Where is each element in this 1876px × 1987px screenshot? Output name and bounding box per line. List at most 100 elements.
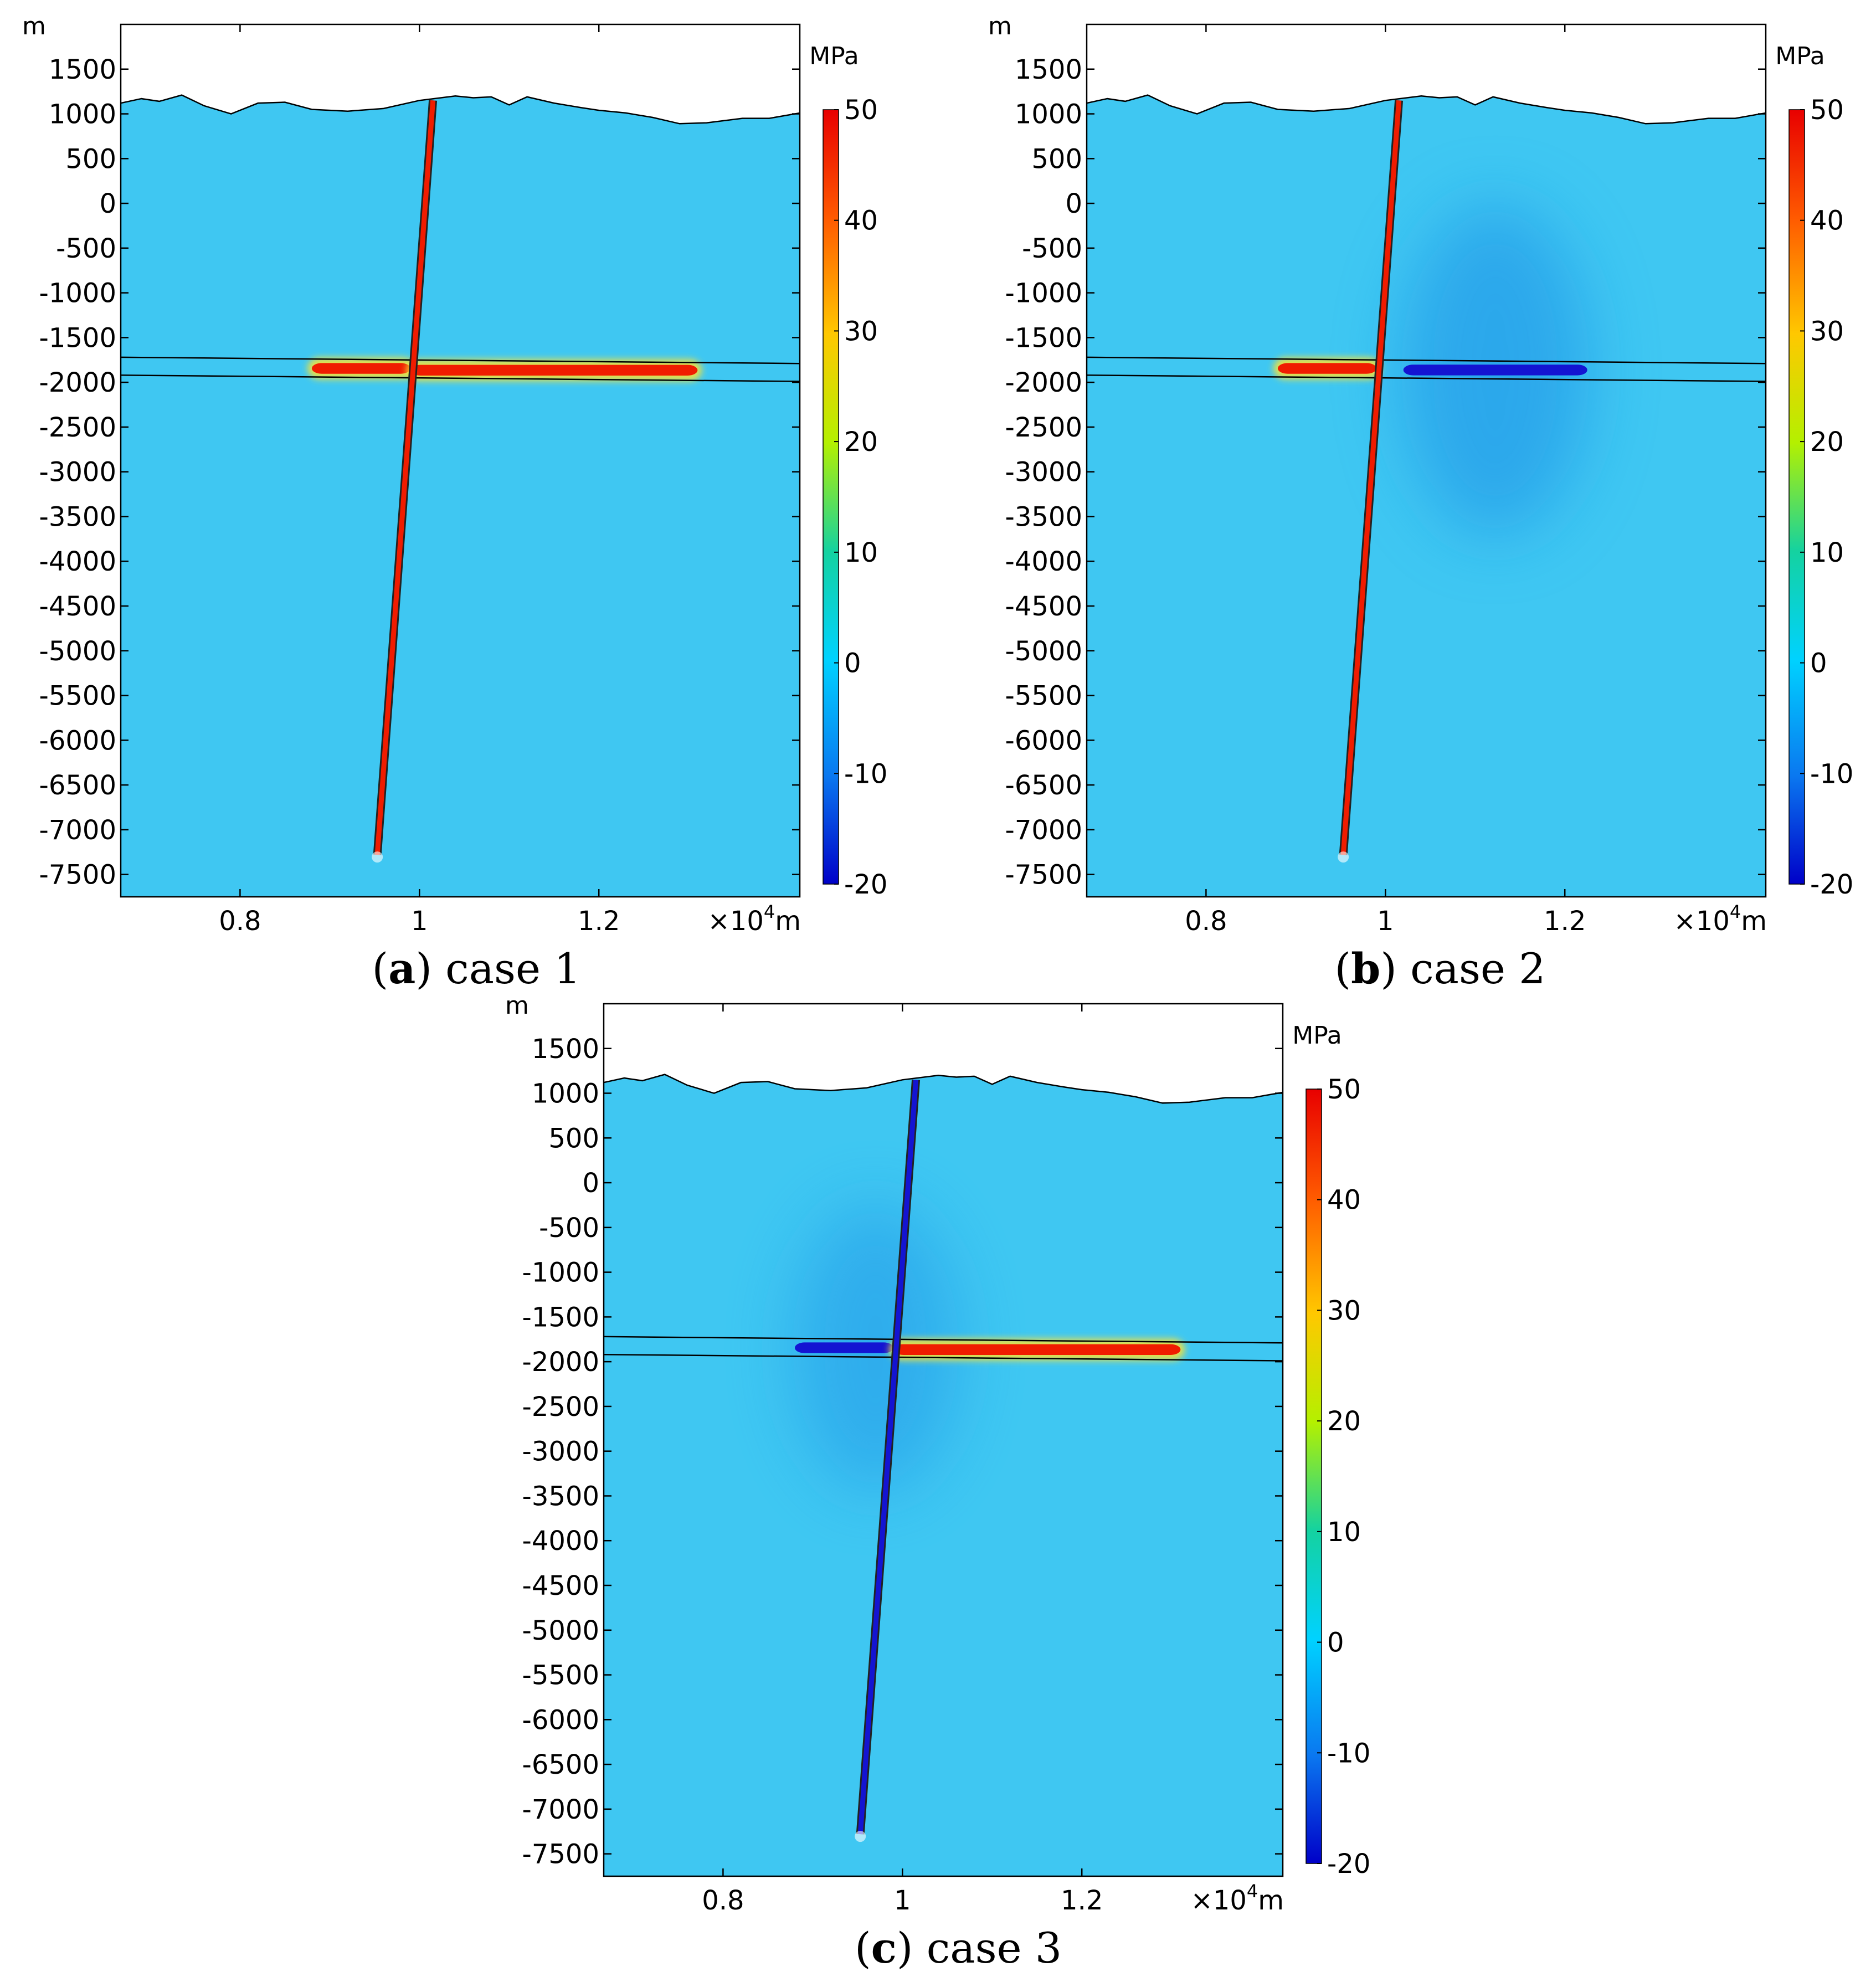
y-tick-label: 1500	[532, 1034, 599, 1065]
y-axis: 1500 1000 500 0 -500 -1000 -1500 -2000 -2500 -300…	[1005, 54, 1766, 891]
x-tick-label: 1	[894, 1885, 911, 1916]
reservoir-top-boundary	[121, 356, 800, 364]
x-axis-multiplier: ×104m	[708, 901, 801, 937]
colorbar-tick-label: -10	[844, 758, 887, 789]
y-tick-label: -6500	[1005, 770, 1082, 801]
y-tick-label: -3500	[39, 501, 116, 532]
rock-domain	[121, 95, 800, 897]
x-axis: 0.8 1 1.2	[219, 24, 620, 937]
colorbar-tick-label: 40	[844, 206, 878, 237]
y-tick-label: -2500	[1005, 412, 1082, 443]
reservoir-right-zone	[1403, 364, 1587, 376]
colorbar-tick-label: 0	[1327, 1627, 1344, 1659]
x-axis: 0.8 1 1.2	[1185, 24, 1586, 937]
fault-zone	[857, 1079, 919, 1835]
y-tick-label: -500	[539, 1213, 599, 1244]
panel-caption: (c) case 3	[855, 1923, 1062, 1973]
y-tick-label: -3500	[522, 1481, 599, 1512]
x-tick-label: 0.8	[702, 1885, 744, 1916]
stress-field	[604, 1074, 1283, 1876]
y-tick-label: -3000	[522, 1436, 599, 1467]
y-tick-label: -6500	[39, 770, 116, 801]
fault-tip	[1338, 851, 1349, 863]
colorbar-tick-label: 50	[1327, 1074, 1361, 1105]
colorbar-tick-label: 0	[844, 648, 861, 679]
y-tick-label: -3000	[1005, 457, 1082, 488]
colorbar-unit: MPa	[1775, 42, 1824, 70]
colorbar-gradient	[1306, 1089, 1322, 1864]
fault-zone	[374, 100, 436, 855]
y-tick-label: -7000	[1005, 815, 1082, 846]
colorbar-gradient	[1788, 109, 1805, 885]
panel-case-3: 150010005000-500-1000-1500-2000-2500-300…	[505, 992, 1370, 1973]
y-tick-label: 500	[65, 143, 116, 174]
y-tick-label: -2000	[522, 1347, 599, 1378]
y-tick-label: -2500	[39, 412, 116, 443]
ground-surface	[121, 94, 800, 125]
y-tick-label: -5500	[522, 1660, 599, 1691]
colorbar-tick-label: -20	[844, 869, 887, 900]
x-tick-label: 1.2	[578, 906, 620, 937]
y-tick-label: -1500	[39, 322, 116, 353]
y-tick-label: -1000	[1005, 278, 1082, 309]
panel-caption: (a) case 1	[372, 944, 580, 993]
y-tick-label: -5500	[1005, 681, 1082, 712]
reservoir-left-zone	[1277, 363, 1377, 374]
stress-field	[121, 94, 800, 897]
colorbar-unit: MPa	[1292, 1021, 1342, 1050]
y-tick-label: -5000	[39, 636, 116, 667]
y-axis-unit: m	[988, 12, 1012, 40]
y-tick-label: 1500	[49, 54, 116, 85]
colorbar-tick-label: 30	[1810, 316, 1844, 347]
colorbar-tick-label: 50	[1810, 95, 1844, 126]
y-tick-label: -5500	[39, 681, 116, 712]
y-tick-label: -7000	[39, 815, 116, 846]
colorbar-tick-label: 30	[1327, 1295, 1361, 1326]
panel-case-1: 150010005000-500-1000-1500-2000-2500-300…	[22, 12, 887, 993]
y-tick-label: -4000	[522, 1526, 599, 1557]
reservoir-top-boundary	[604, 1336, 1283, 1344]
reservoir-right-zone	[893, 1344, 1181, 1355]
reservoir-left-zone	[311, 363, 411, 374]
y-tick-label: 1000	[49, 99, 116, 130]
reservoir-left-zone	[794, 1342, 894, 1353]
y-axis-unit: m	[22, 12, 46, 40]
ground-surface	[1087, 94, 1766, 125]
colorbar-tick-label: 0	[1810, 648, 1827, 679]
y-tick-label: -1000	[522, 1257, 599, 1288]
y-tick-label: 1000	[1015, 99, 1082, 130]
y-tick-label: -2000	[1005, 367, 1082, 398]
colorbar-tick-label: 10	[1810, 537, 1844, 568]
colorbar-tick-label: 30	[844, 316, 878, 347]
y-tick-label: -500	[56, 233, 116, 264]
y-tick-label: -7500	[522, 1839, 599, 1870]
x-tick-label: 1	[1377, 906, 1394, 937]
colorbar-tick-label: -10	[1327, 1738, 1370, 1769]
y-tick-label: -4500	[522, 1570, 599, 1601]
y-tick-label: -4000	[1005, 546, 1082, 577]
y-tick-label: -4500	[1005, 591, 1082, 622]
y-tick-label: -2000	[39, 367, 116, 398]
reservoir-bottom-boundary	[604, 1353, 1283, 1362]
colorbar-tick-label: 10	[844, 537, 878, 568]
rock-domain	[604, 1074, 1283, 1876]
y-tick-label: 1000	[532, 1079, 599, 1110]
y-tick-label: 0	[582, 1168, 599, 1199]
y-tick-label: -5000	[1005, 636, 1082, 667]
y-tick-label: -3500	[1005, 501, 1082, 532]
y-tick-label: -6000	[1005, 725, 1082, 756]
colorbar-tick-label: 50	[844, 95, 878, 126]
colorbar-tick-label: 10	[1327, 1517, 1361, 1548]
x-tick-label: 1.2	[1544, 906, 1586, 937]
y-tick-label: -2500	[522, 1392, 599, 1423]
y-tick-label: 500	[1031, 143, 1082, 174]
colorbar-tick-label: -10	[1810, 758, 1853, 789]
y-axis: 1500 1000 500 0 -500 -1000 -1500 -2000 -2500 -300…	[39, 54, 800, 891]
plot-area	[603, 1003, 1284, 1877]
colorbar: 50 40 30 20 10 0 -10 -20	[1306, 1074, 1370, 1880]
y-tick-label: -1500	[1005, 322, 1082, 353]
reservoir-right-zone	[410, 364, 698, 376]
y-tick-label: -6000	[522, 1704, 599, 1736]
colorbar-tick-label: 40	[1810, 206, 1844, 237]
colorbar-tick-label: 40	[1327, 1185, 1361, 1216]
